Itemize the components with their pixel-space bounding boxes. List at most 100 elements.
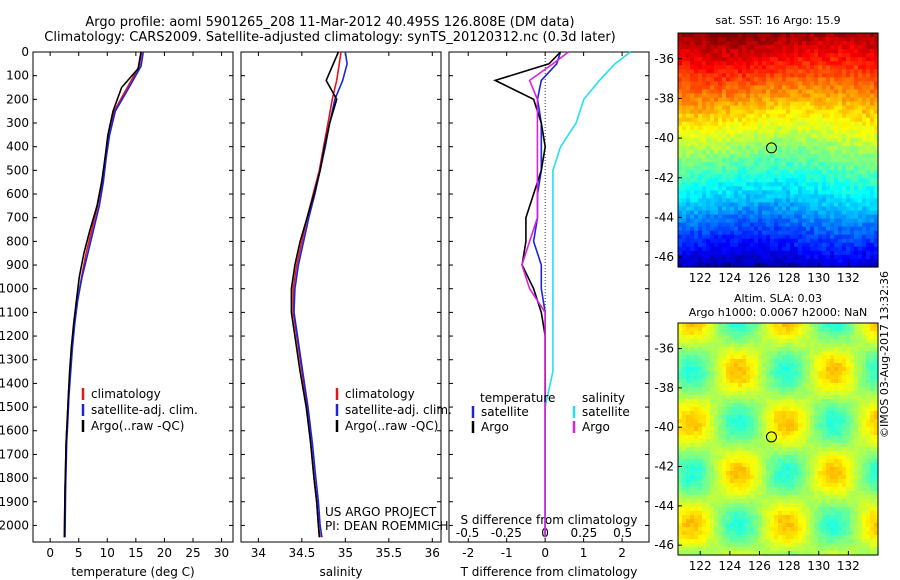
map-cell	[830, 194, 835, 200]
map-cell	[846, 182, 851, 187]
map-cell	[794, 415, 799, 420]
map-cell	[810, 170, 815, 175]
map-cell	[854, 339, 859, 344]
map-cell	[770, 387, 775, 392]
map-cell	[754, 367, 759, 372]
map-cell	[686, 85, 691, 91]
map-cell	[850, 198, 855, 204]
sal-xtick-label: 35	[338, 546, 353, 560]
map-cell	[710, 150, 715, 155]
map-cell	[762, 467, 767, 472]
map-cell	[874, 327, 879, 332]
map-cell	[810, 455, 815, 460]
map-cell	[766, 367, 771, 372]
map-cell	[786, 391, 791, 396]
map-cell	[786, 93, 791, 99]
map-cell	[862, 41, 867, 46]
map-cell	[686, 230, 691, 236]
map-cell	[698, 97, 703, 103]
map-cell	[778, 262, 783, 268]
map-cell	[762, 387, 767, 392]
map-cell	[790, 202, 795, 208]
map-cell	[742, 371, 747, 376]
map-cell	[722, 218, 727, 224]
map-cell	[714, 383, 719, 388]
map-cell	[750, 198, 755, 204]
map-cell	[746, 343, 751, 348]
map-cell	[786, 162, 791, 167]
map-cell	[846, 37, 851, 42]
map-cell	[854, 154, 859, 159]
map-cell	[814, 129, 819, 135]
map-cell	[722, 447, 727, 452]
map-cell	[710, 467, 715, 472]
map-cell	[698, 443, 703, 448]
map-cell	[770, 407, 775, 412]
map-cell	[830, 258, 835, 264]
map-cell	[854, 194, 859, 200]
map-cell	[794, 395, 799, 400]
map-cell	[722, 129, 727, 135]
map-cell	[734, 137, 739, 143]
map-cell	[838, 443, 843, 448]
map-cell	[698, 339, 703, 344]
map-cell	[738, 141, 743, 147]
map-cell	[782, 198, 787, 204]
map-cell	[770, 411, 775, 416]
map-cell	[802, 427, 807, 432]
map-cell	[830, 174, 835, 179]
map-cell	[686, 97, 691, 103]
map-cell	[698, 343, 703, 348]
map-cell	[842, 85, 847, 91]
map-cell	[694, 141, 699, 147]
map-cell	[854, 53, 859, 58]
map-cell	[774, 363, 779, 368]
map-cell	[850, 423, 855, 428]
map-cell	[770, 93, 775, 99]
map-cell	[742, 327, 747, 332]
map-cell	[682, 129, 687, 135]
map-cell	[742, 206, 747, 212]
map-cell	[874, 391, 879, 396]
map-cell	[678, 117, 683, 123]
map-cell	[770, 467, 775, 472]
map-cell	[794, 218, 799, 224]
map-cell	[726, 145, 731, 151]
map-cell	[874, 355, 879, 360]
map-cell	[858, 105, 863, 111]
map-cell	[694, 97, 699, 103]
map-cell	[806, 178, 811, 183]
map-cell	[870, 89, 875, 95]
map-cell	[726, 415, 731, 420]
map-cell	[722, 206, 727, 212]
map-cell	[874, 214, 879, 220]
map-cell	[714, 347, 719, 352]
map-cell	[770, 258, 775, 264]
map-cell	[750, 206, 755, 212]
map-cell	[786, 33, 791, 38]
map-cell	[862, 85, 867, 91]
map-cell	[722, 214, 727, 220]
map-cell	[698, 463, 703, 468]
map-cell	[702, 435, 707, 440]
map-cell	[830, 451, 835, 456]
map-cell	[858, 101, 863, 107]
map-cell	[866, 359, 871, 364]
map-cell	[846, 210, 851, 216]
map-cell	[774, 137, 779, 143]
map-cell	[862, 383, 867, 388]
map-cell	[842, 371, 847, 376]
map-cell	[706, 323, 711, 328]
map-cell	[866, 93, 871, 99]
map-cell	[774, 407, 779, 412]
map-cell	[866, 262, 871, 268]
map-cell	[738, 379, 743, 384]
map-cell	[758, 226, 763, 232]
map-cell	[874, 85, 879, 91]
map-cell	[698, 65, 703, 70]
map-cell	[726, 89, 731, 95]
map-cell	[706, 81, 711, 87]
map-cell	[702, 49, 707, 54]
map-cell	[770, 57, 775, 62]
map-cell	[726, 158, 731, 163]
